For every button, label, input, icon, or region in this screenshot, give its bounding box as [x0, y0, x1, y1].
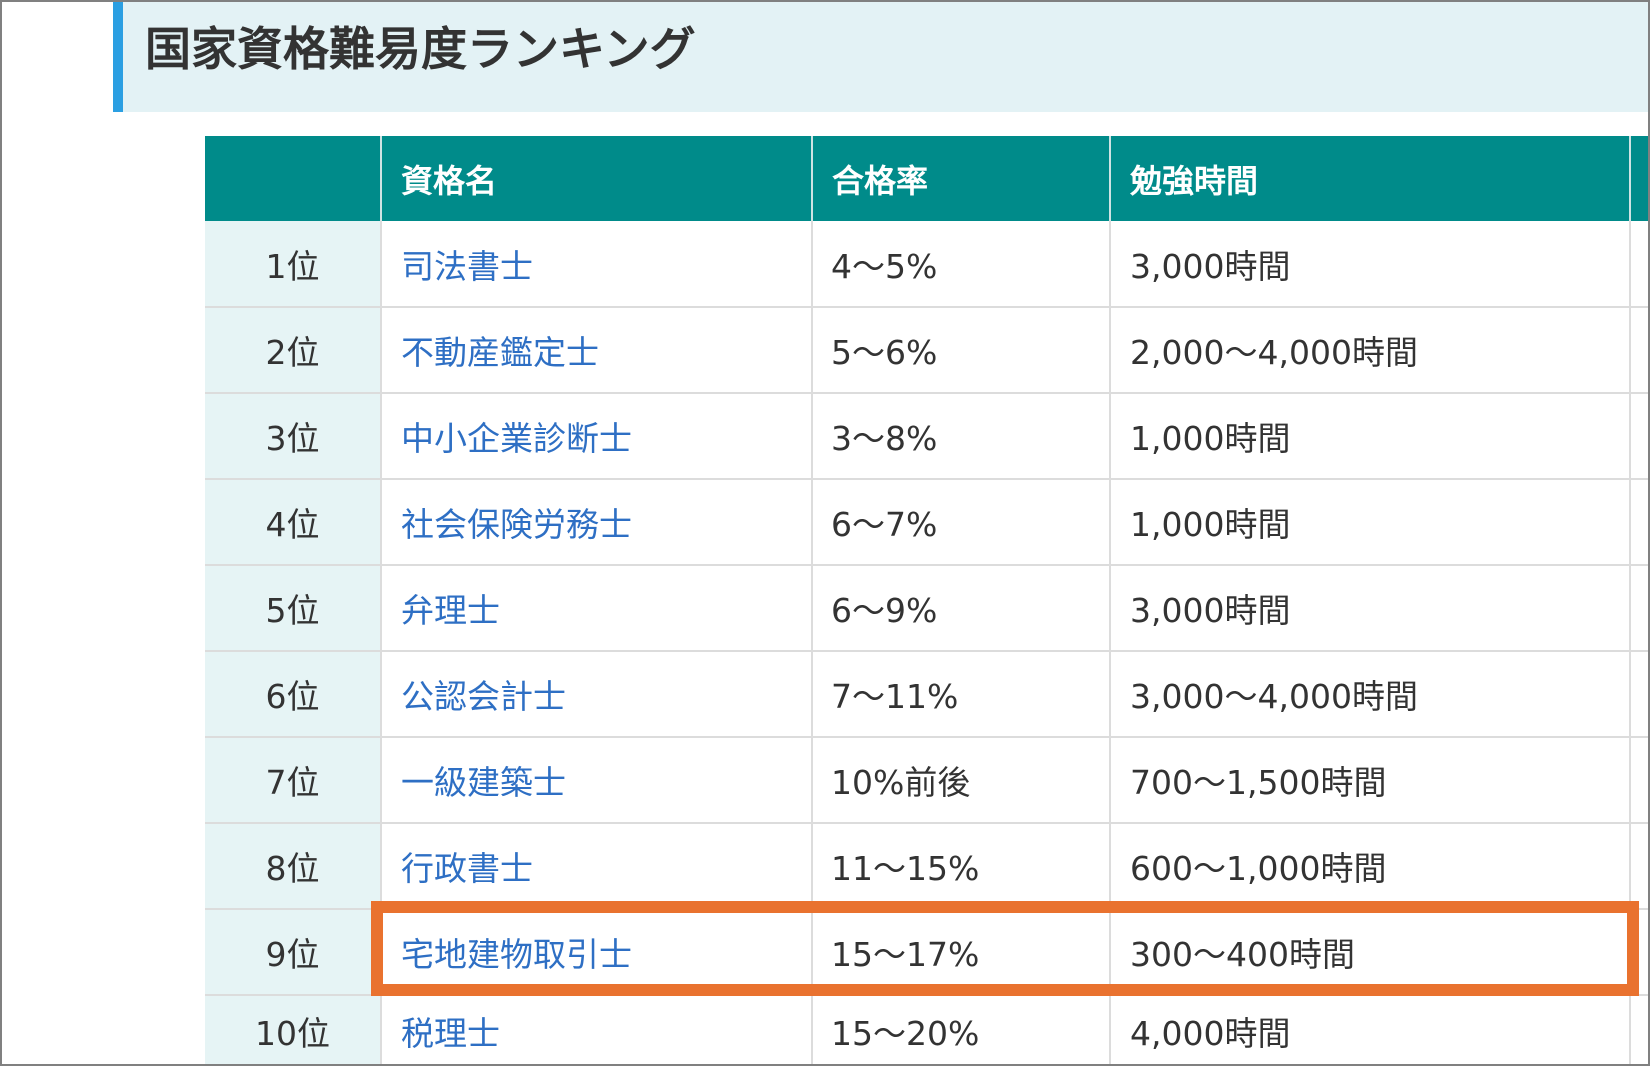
ranking-table: 資格名 合格率 勉強時間 1位 司法書士 4～5% 3,000時間 2位 不動産… [205, 136, 1650, 1066]
name-cell: 一級建築士 [381, 737, 813, 824]
header-pass-rate: 合格率 [812, 136, 1111, 221]
extra-cell [1630, 393, 1650, 480]
name-cell: 行政書士 [381, 823, 813, 910]
pass-rate-cell: 15～17% [812, 909, 1111, 996]
page-title: 国家資格難易度ランキング [145, 22, 696, 76]
qualification-link[interactable]: 行政書士 [401, 849, 533, 888]
rank-cell: 6位 [205, 651, 382, 738]
rank-cell: 10位 [205, 995, 382, 1066]
qualification-link[interactable]: 税理士 [401, 1014, 500, 1053]
pass-rate-cell: 7～11% [812, 651, 1111, 738]
table-row: 8位 行政書士 11～15% 600～1,000時間 [205, 823, 1650, 910]
table-row: 10位 税理士 15～20% 4,000時間 [205, 995, 1650, 1066]
name-cell: 司法書士 [381, 221, 813, 308]
extra-cell [1630, 565, 1650, 652]
table-row: 7位 一級建築士 10%前後 700～1,500時間 [205, 737, 1650, 824]
qualification-link[interactable]: 弁理士 [401, 591, 500, 630]
pass-rate-cell: 6～9% [812, 565, 1111, 652]
study-time-cell: 1,000時間 [1110, 393, 1631, 480]
name-cell: 弁理士 [381, 565, 813, 652]
rank-cell: 7位 [205, 737, 382, 824]
table-row: 4位 社会保険労務士 6～7% 1,000時間 [205, 479, 1650, 566]
header-name: 資格名 [381, 136, 813, 221]
study-time-cell: 3,000時間 [1110, 565, 1631, 652]
extra-cell [1630, 737, 1650, 824]
rank-cell: 5位 [205, 565, 382, 652]
heading-accent-bar [113, 0, 123, 112]
study-time-cell: 3,000～4,000時間 [1110, 651, 1631, 738]
section-heading: 国家資格難易度ランキング [113, 0, 1650, 112]
qualification-link[interactable]: 不動産鑑定士 [401, 333, 599, 372]
qualification-link[interactable]: 公認会計士 [401, 677, 566, 716]
extra-cell [1630, 479, 1650, 566]
pass-rate-cell: 10%前後 [812, 737, 1111, 824]
study-time-cell: 2,000～4,000時間 [1110, 307, 1631, 394]
pass-rate-cell: 3～8% [812, 393, 1111, 480]
qualification-link[interactable]: 一級建築士 [401, 763, 566, 802]
qualification-link[interactable]: 司法書士 [401, 246, 533, 286]
study-time-cell: 3,000時間 [1110, 221, 1631, 308]
header-rank [205, 136, 382, 221]
rank-cell: 3位 [205, 393, 382, 480]
qualification-link[interactable]: 社会保険労務士 [401, 505, 632, 544]
extra-cell [1630, 995, 1650, 1066]
header-study-time: 勉強時間 [1110, 136, 1631, 221]
rank-cell: 9位 [205, 909, 382, 996]
table-row-highlighted: 9位 宅地建物取引士 15～17% 300～400時間 [205, 909, 1650, 996]
name-cell: 社会保険労務士 [381, 479, 813, 566]
study-time-cell: 600～1,000時間 [1110, 823, 1631, 910]
header-extra [1630, 136, 1650, 221]
study-time-cell: 4,000時間 [1110, 995, 1631, 1066]
name-cell: 中小企業診断士 [381, 393, 813, 480]
table-row: 1位 司法書士 4～5% 3,000時間 [205, 221, 1650, 308]
extra-cell [1630, 307, 1650, 394]
table-header-row: 資格名 合格率 勉強時間 [205, 136, 1650, 221]
rank-cell: 1位 [205, 221, 382, 308]
pass-rate-cell: 4～5% [812, 221, 1111, 308]
name-cell: 不動産鑑定士 [381, 307, 813, 394]
qualification-link[interactable]: 中小企業診断士 [401, 419, 632, 458]
rank-cell: 8位 [205, 823, 382, 910]
name-cell: 公認会計士 [381, 651, 813, 738]
table-row: 5位 弁理士 6～9% 3,000時間 [205, 565, 1650, 652]
rank-cell: 2位 [205, 307, 382, 394]
qualification-link[interactable]: 宅地建物取引士 [401, 935, 632, 974]
pass-rate-cell: 11～15% [812, 823, 1111, 910]
extra-cell [1630, 651, 1650, 738]
rank-cell: 4位 [205, 479, 382, 566]
extra-cell [1630, 909, 1650, 996]
name-cell: 宅地建物取引士 [381, 909, 813, 996]
table-row: 3位 中小企業診断士 3～8% 1,000時間 [205, 393, 1650, 480]
extra-cell [1630, 221, 1650, 308]
pass-rate-cell: 5～6% [812, 307, 1111, 394]
study-time-cell: 1,000時間 [1110, 479, 1631, 566]
extra-cell [1630, 823, 1650, 910]
study-time-cell: 300～400時間 [1110, 909, 1631, 996]
pass-rate-cell: 15～20% [812, 995, 1111, 1066]
name-cell: 税理士 [381, 995, 813, 1066]
study-time-cell: 700～1,500時間 [1110, 737, 1631, 824]
table-row: 6位 公認会計士 7～11% 3,000～4,000時間 [205, 651, 1650, 738]
table-row: 2位 不動産鑑定士 5～6% 2,000～4,000時間 [205, 307, 1650, 394]
pass-rate-cell: 6～7% [812, 479, 1111, 566]
